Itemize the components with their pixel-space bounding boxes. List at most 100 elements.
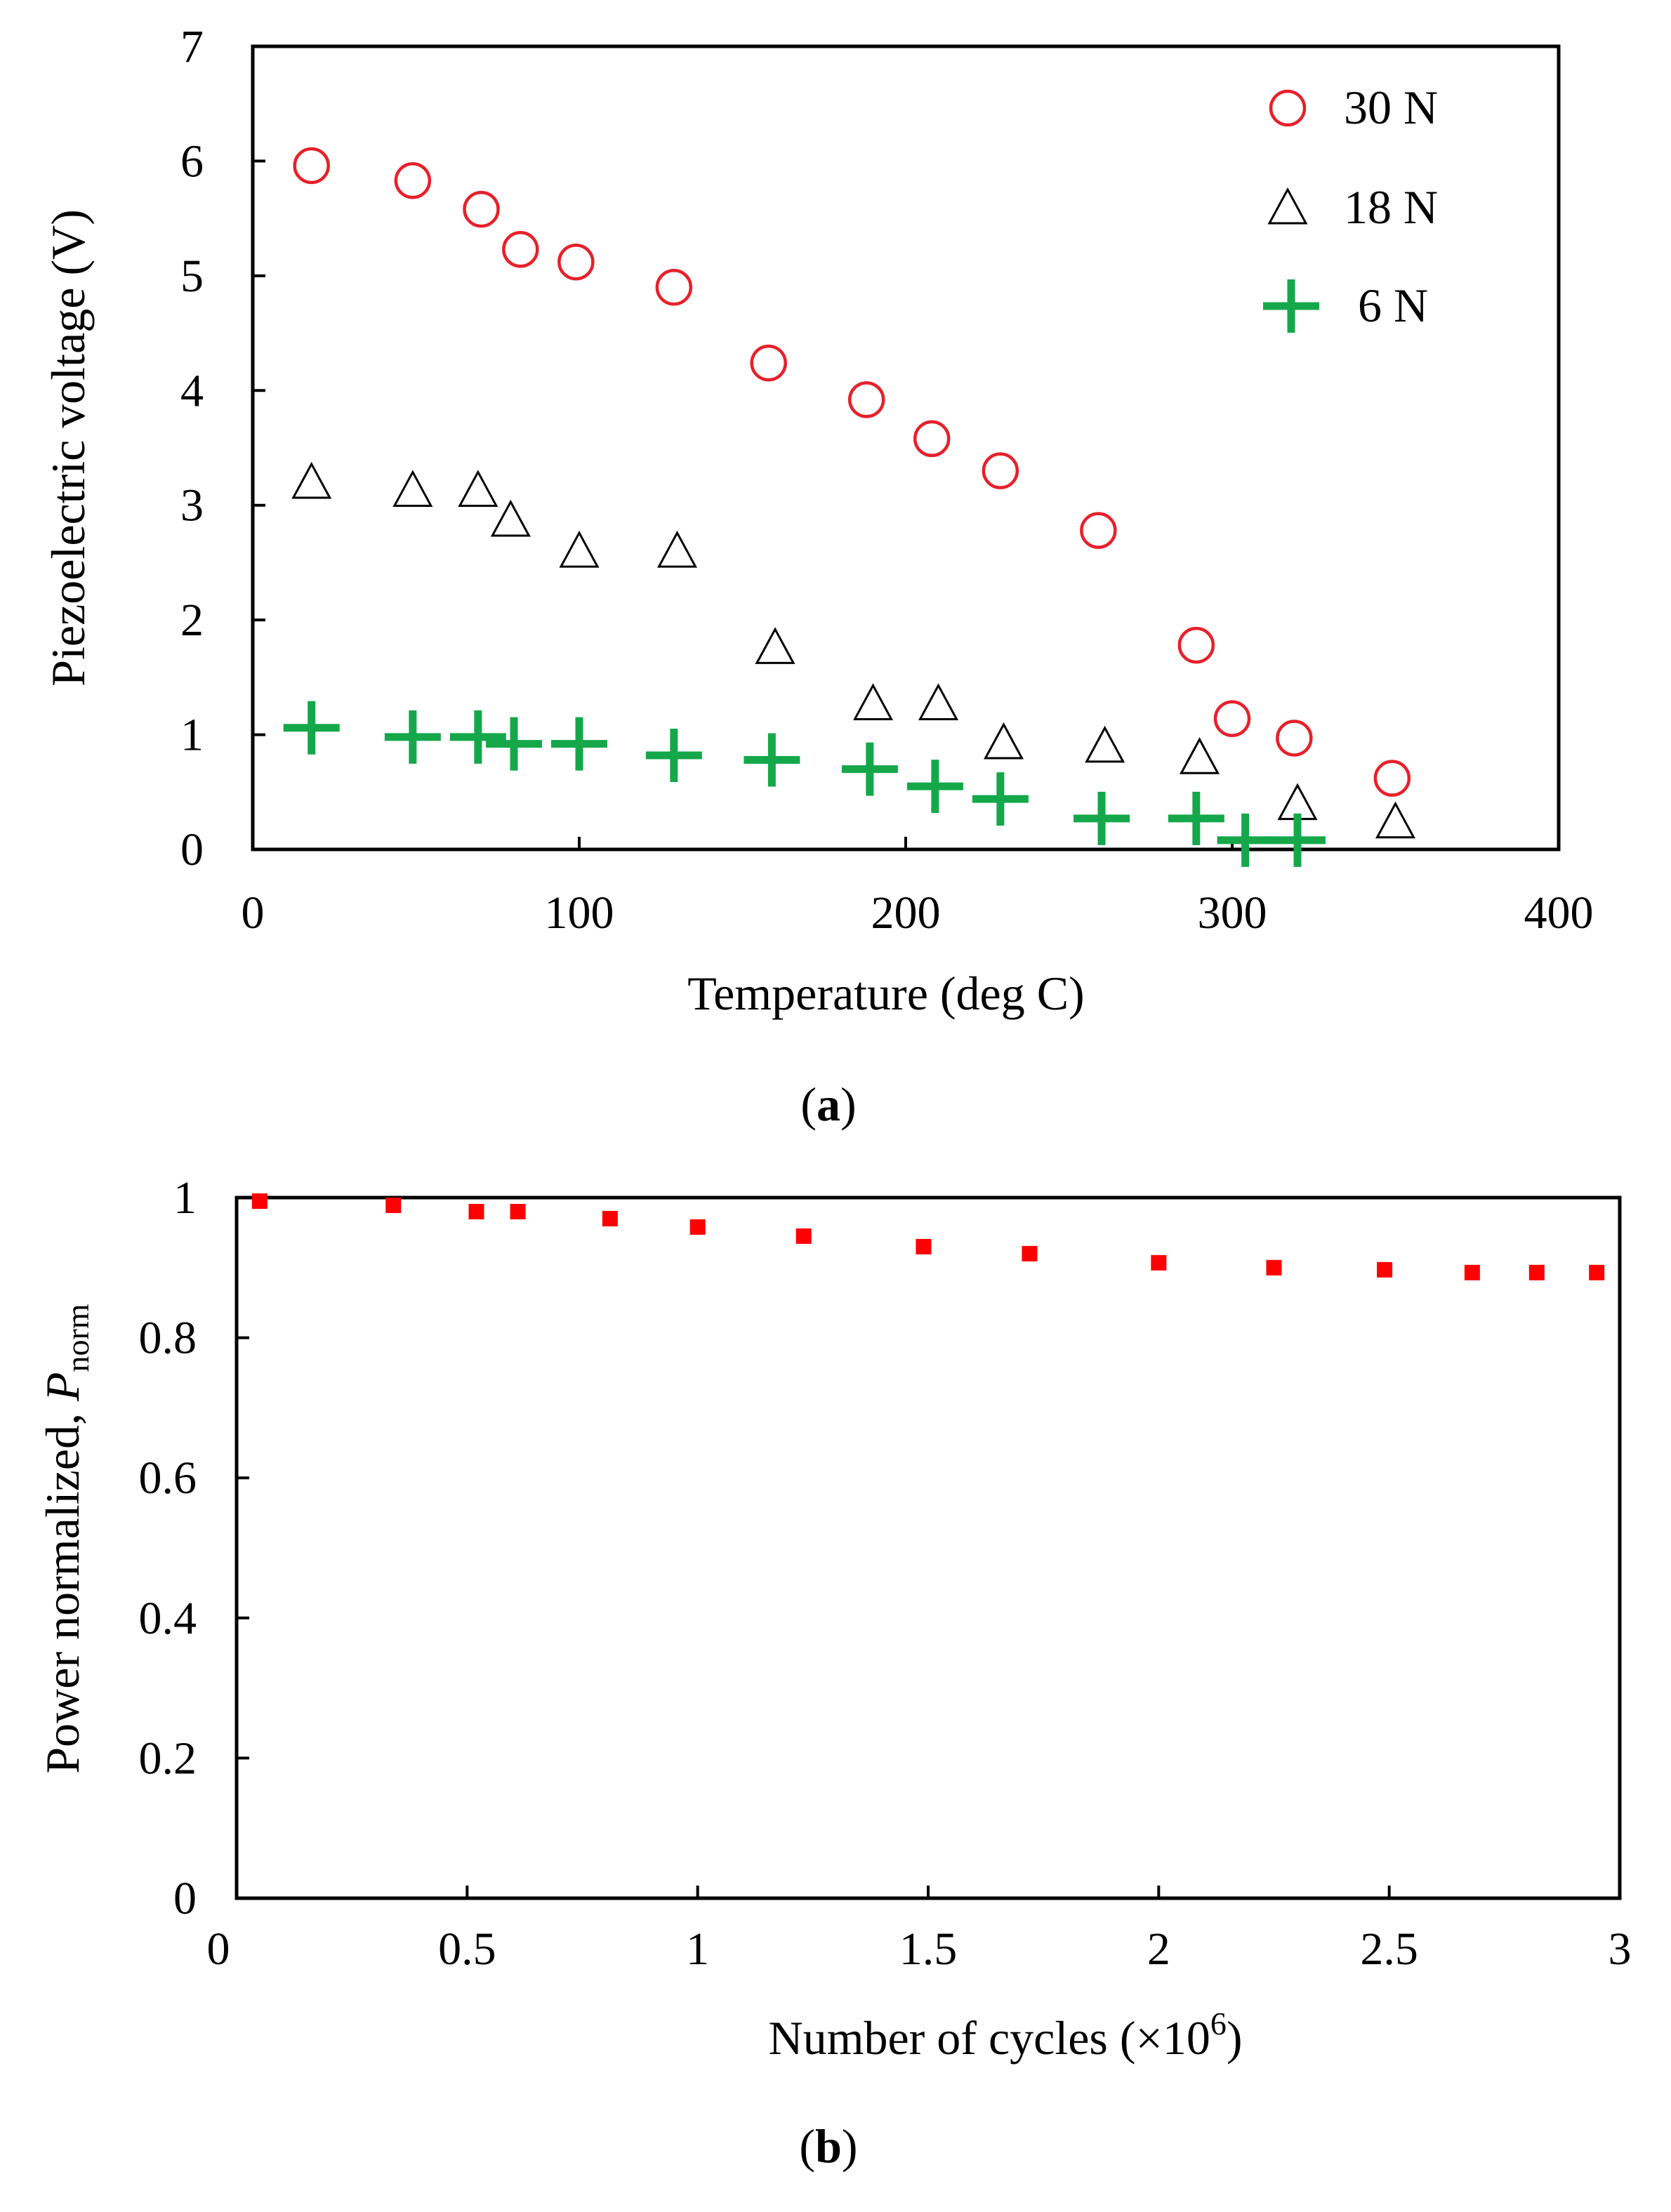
y-tick-label: 4: [180, 365, 204, 416]
point-18n: [1085, 725, 1125, 763]
point-pnorm: [602, 1210, 618, 1226]
point-18n: [755, 627, 795, 664]
x-tick-label: 2.5: [1360, 1923, 1418, 1975]
point-6n: [486, 717, 542, 771]
chart-b-y-label-var: P: [36, 1372, 89, 1402]
point-18n: [490, 499, 531, 537]
chart-b-x-label-mult: ×10: [1136, 2011, 1210, 2065]
y-tick-label: 0.6: [139, 1452, 197, 1504]
point-30n: [750, 344, 787, 382]
point-6n: [972, 772, 1029, 826]
point-30n: [655, 268, 693, 306]
x-tick-label: 0.5: [438, 1923, 496, 1975]
point-30n: [394, 161, 432, 199]
chart-b-y-ticks: 0 0.2 0.4 0.6 0.8 1: [139, 1172, 249, 1924]
y-tick-label: 2: [180, 595, 204, 646]
chart-a-x-axis-label: Temperature (deg C): [687, 967, 1084, 1020]
point-30n: [913, 420, 951, 458]
point-30n: [293, 147, 330, 185]
x-tick-label: 0: [242, 887, 265, 939]
legend-circle-marker: [1269, 89, 1307, 127]
chart-a-legend: 30 N 18 N 6 N: [1263, 81, 1438, 333]
x-tick-label: 2: [1147, 1923, 1170, 1975]
y-tick-label: 0.4: [139, 1593, 197, 1644]
y-tick-label: 6: [180, 135, 204, 187]
chart-b-x-axis-label: Number of cycles (×106): [768, 2006, 1242, 2065]
point-30n: [557, 243, 595, 281]
point-6n: [645, 728, 702, 782]
point-30n: [502, 231, 539, 268]
point-18n: [458, 470, 498, 507]
point-pnorm: [1589, 1264, 1605, 1280]
y-tick-label: 3: [180, 480, 204, 531]
point-6n: [1074, 791, 1130, 845]
chart-b-y-label-sub: norm: [60, 1304, 95, 1372]
x-tick-label: 3: [1609, 1923, 1632, 1975]
x-tick-label: 1.5: [899, 1923, 958, 1975]
chart-a: 0 1 2 3 4 5 6 7 0 100 200 300 400 Piezoelectric vol…: [41, 21, 1594, 1131]
point-30n: [1213, 700, 1251, 737]
y-tick-label: 5: [180, 251, 204, 302]
point-30n: [847, 381, 885, 418]
y-tick-label: 0.2: [139, 1733, 197, 1784]
point-30n: [1177, 626, 1215, 664]
point-18n: [656, 530, 698, 568]
point-18n: [392, 470, 433, 507]
point-18n: [918, 683, 959, 720]
point-30n: [1373, 760, 1411, 797]
point-6n: [551, 717, 607, 771]
legend-label-6n: 6 N: [1358, 279, 1428, 332]
point-18n: [852, 683, 894, 720]
chart-b-plot-frame: [235, 1196, 1622, 1900]
point-30n: [982, 452, 1019, 489]
chart-b-x-label-main: Number of cycles (: [768, 2011, 1135, 2065]
y-tick-label: 0.8: [139, 1313, 197, 1364]
x-tick-label: 400: [1524, 887, 1594, 939]
x-tick-label: 0: [207, 1923, 230, 1975]
y-tick-label: 1: [180, 710, 204, 761]
x-tick-label: 300: [1198, 887, 1267, 939]
point-pnorm: [468, 1203, 484, 1219]
chart-b: 0 0.2 0.4 0.6 0.8 1 0 0.5 1 1.5 2 2.5 3 Power norma…: [36, 1172, 1632, 2173]
x-tick-label: 200: [871, 887, 941, 939]
point-pnorm: [1528, 1264, 1545, 1280]
point-18n: [291, 461, 332, 499]
point-pnorm: [1377, 1261, 1393, 1278]
chart-a-x-ticks: 0 100 200 300 400: [242, 837, 1594, 939]
point-6n: [449, 710, 506, 764]
chart-a-plot-frame: [251, 44, 1561, 852]
chart-b-caption-letter: b: [815, 2119, 842, 2173]
y-tick-label: 1: [173, 1172, 197, 1224]
legend-label-18n: 18 N: [1344, 180, 1438, 234]
point-30n: [1080, 512, 1117, 549]
y-tick-label: 7: [180, 21, 204, 72]
legend-plus-marker: [1263, 279, 1319, 333]
chart-b-x-label-exp: 6: [1210, 2006, 1227, 2041]
point-6n: [906, 760, 963, 814]
chart-b-x-ticks: 0 0.5 1 1.5 2 2.5 3: [207, 1886, 1632, 1975]
y-tick-label: 0: [180, 824, 204, 875]
chart-b-x-label-close: ): [1227, 2011, 1243, 2065]
y-tick-label: 0: [173, 1873, 197, 1924]
x-tick-label: 100: [545, 887, 614, 939]
legend-label-30n: 30 N: [1344, 81, 1438, 134]
point-pnorm: [689, 1219, 706, 1235]
chart-a-caption: (a): [800, 1078, 856, 1131]
point-30n: [463, 190, 500, 228]
point-pnorm: [510, 1203, 526, 1219]
point-6n: [384, 710, 441, 764]
chart-b-y-axis-label: Power normalized, Pnorm: [36, 1304, 95, 1773]
point-pnorm: [1022, 1245, 1038, 1261]
chart-a-caption-letter: a: [817, 1078, 840, 1131]
point-pnorm: [795, 1228, 812, 1244]
point-pnorm: [385, 1197, 402, 1213]
point-pnorm: [1266, 1259, 1282, 1276]
point-6n: [744, 733, 800, 787]
point-6n: [283, 701, 340, 755]
point-pnorm: [1151, 1254, 1167, 1271]
chart-b-y-label-main: Power normalized,: [36, 1401, 89, 1774]
point-18n: [559, 530, 600, 568]
point-6n: [1269, 813, 1326, 867]
point-18n: [983, 722, 1024, 760]
